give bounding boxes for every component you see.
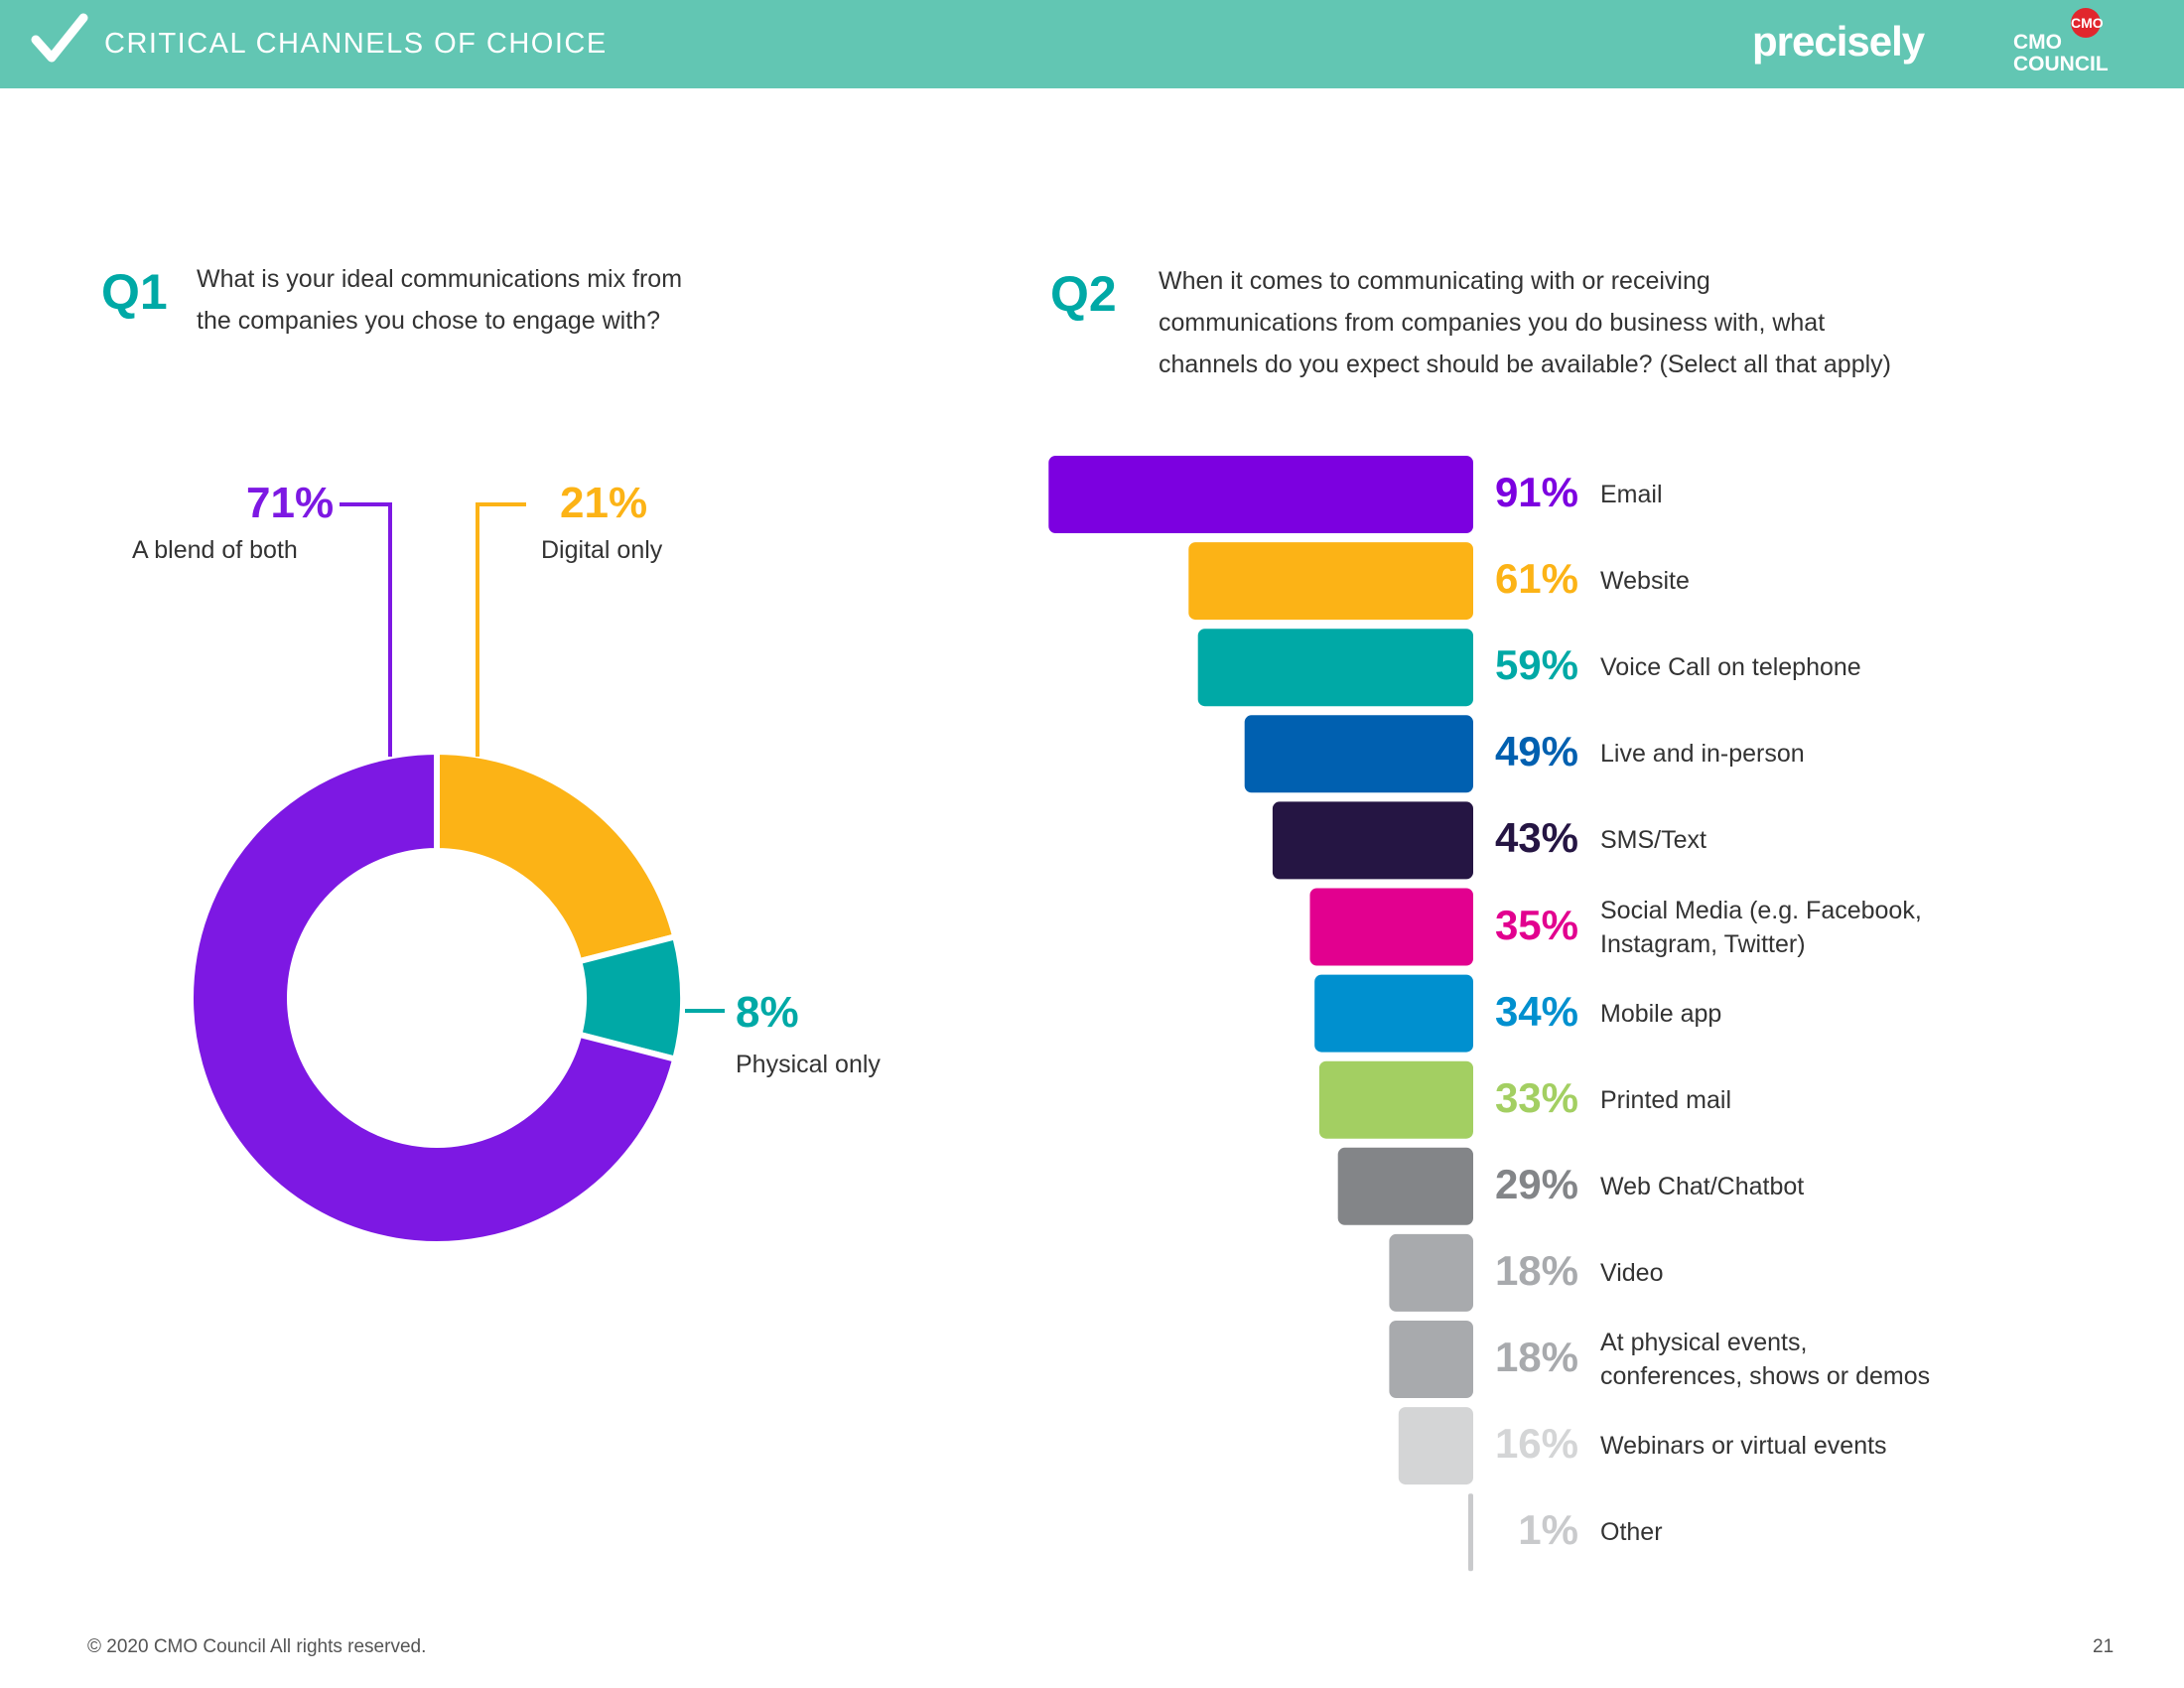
q1-label: Q1	[101, 264, 168, 320]
donut-label-digital: Digital only	[541, 536, 663, 564]
donut-label-physical: Physical only	[736, 1051, 881, 1078]
section-title: CRITICAL CHANNELS OF CHOICE	[104, 28, 608, 60]
bar-label-web-chat: Web Chat/Chatbot	[1600, 1172, 1805, 1200]
bar-label-email: Email	[1600, 481, 1663, 508]
bar-email	[1048, 456, 1473, 533]
cmo-council-logo: CMO COUNCIL CMO	[2013, 4, 2113, 79]
bar-other	[1468, 1493, 1473, 1572]
callout-line-digital	[476, 502, 526, 757]
q2-question-line3: channels do you expect should be availab…	[1159, 351, 1891, 378]
donut-slice-blend	[188, 748, 679, 1247]
bar-label-voice-call: Voice Call on telephone	[1600, 653, 1861, 682]
donut-value-digital: 21%	[560, 479, 648, 527]
bar-value-mobile-app: 34%	[1494, 987, 1578, 1035]
checkmark-icon	[31, 13, 88, 63]
bar-value-webinars: 16%	[1494, 1420, 1578, 1468]
bar-value-sms-text: 43%	[1494, 814, 1578, 862]
bar-value-live-in-person: 49%	[1494, 728, 1578, 775]
q2-question: When it comes to communicating with or r…	[1159, 260, 1891, 385]
q1-question-line2: the companies you chose to engage with?	[197, 307, 660, 335]
donut-value-blend: 71%	[246, 479, 335, 527]
bar-webinars	[1398, 1407, 1473, 1485]
bar-social-media	[1309, 888, 1473, 966]
channels-bar-chart	[1048, 456, 1473, 1572]
bar-value-website: 61%	[1494, 555, 1578, 603]
donut-chart	[188, 502, 725, 1247]
cmo-logo-badge: CMO	[2071, 8, 2104, 38]
bar-value-physical-events: 18%	[1494, 1334, 1578, 1380]
q1-question: What is your ideal communications mix fr…	[197, 258, 682, 342]
bar-label-social-media: Social Media (e.g. Facebook, Instagram, …	[1600, 896, 1922, 958]
callout-line-blend	[340, 502, 392, 757]
bar-printed-mail	[1318, 1060, 1473, 1139]
bar-video	[1389, 1233, 1473, 1312]
bar-voice-call	[1197, 629, 1473, 707]
bar-label-webinars: Webinars or virtual events	[1600, 1432, 1887, 1461]
cmo-logo-line2: COUNCIL	[2013, 53, 2109, 75]
bar-web-chat	[1337, 1147, 1473, 1225]
bar-value-email: 91%	[1494, 469, 1578, 515]
footer-copyright: © 2020 CMO Council All rights reserved.	[87, 1636, 427, 1657]
bar-value-video: 18%	[1494, 1246, 1578, 1294]
q2-question-line2: communications from companies you do bus…	[1159, 309, 1826, 337]
bar-value-voice-call: 59%	[1494, 641, 1578, 689]
q1-question-line1: What is your ideal communications mix fr…	[197, 265, 683, 293]
bar-value-web-chat: 29%	[1494, 1160, 1578, 1207]
bar-physical-events	[1389, 1321, 1473, 1398]
bar-label-other: Other	[1600, 1518, 1663, 1547]
donut-slice-digital	[434, 748, 679, 965]
page-number: 21	[2093, 1636, 2115, 1657]
bar-mobile-app	[1314, 974, 1473, 1053]
q2-question-line1: When it comes to communicating with or r…	[1159, 267, 1710, 295]
bar-sms-text	[1272, 801, 1473, 880]
donut-value-physical: 8%	[736, 988, 799, 1037]
bar-website	[1188, 542, 1473, 621]
bar-value-social-media: 35%	[1494, 901, 1578, 948]
q2-label: Q2	[1050, 266, 1117, 322]
bar-live-in-person	[1244, 715, 1473, 793]
bar-label-sms-text: SMS/Text	[1600, 826, 1706, 855]
donut-label-blend: A blend of both	[132, 536, 298, 564]
bar-label-live-in-person: Live and in-person	[1600, 740, 1805, 769]
bar-label-video: Video	[1600, 1258, 1664, 1287]
precisely-logo: precisely	[1752, 18, 1925, 65]
header-bar: CRITICAL CHANNELS OF CHOICE precisely CM…	[0, 0, 2184, 88]
bar-label-printed-mail: Printed mail	[1600, 1085, 1731, 1114]
cmo-logo-line1: CMO	[2013, 31, 2062, 54]
bar-value-other: 1%	[1518, 1506, 1578, 1554]
bar-label-mobile-app: Mobile app	[1600, 999, 1722, 1028]
bar-label-website: Website	[1600, 567, 1690, 596]
bar-value-printed-mail: 33%	[1494, 1073, 1578, 1121]
bar-label-physical-events: At physical events, conferences, shows o…	[1600, 1329, 1931, 1390]
